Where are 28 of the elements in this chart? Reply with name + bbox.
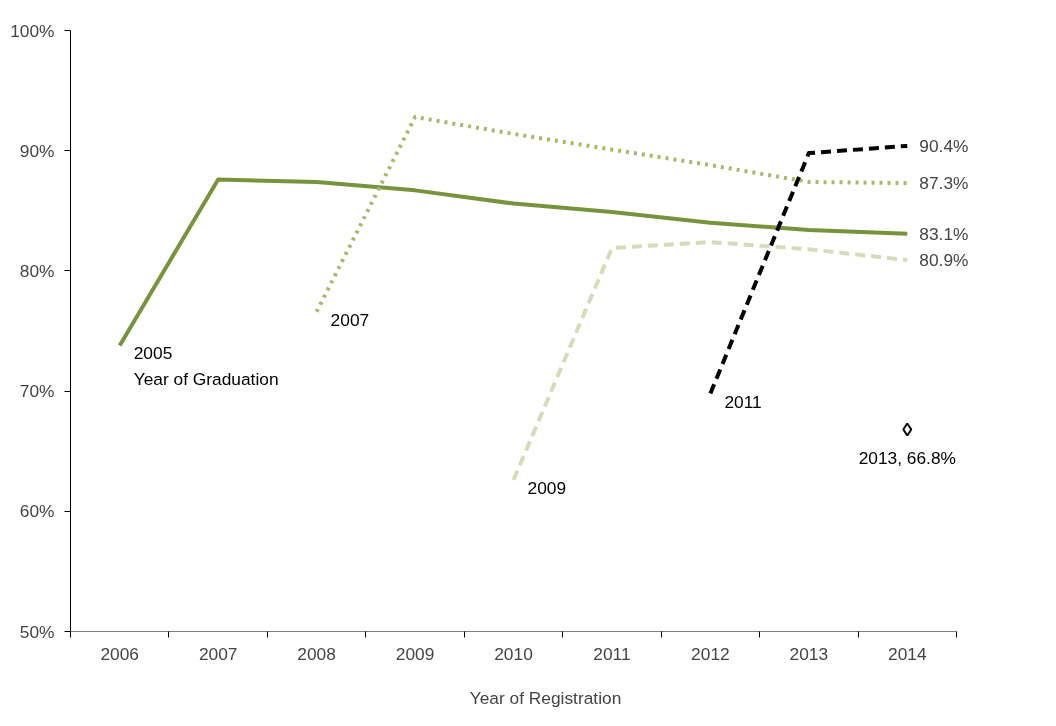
x-tick-label: 2013: [789, 643, 829, 664]
y-tick-label: 60%: [19, 501, 55, 522]
annotation: Year of Graduation: [133, 369, 279, 390]
series-label: 2005: [133, 343, 173, 364]
line-series: [117, 177, 910, 348]
y-tick-label: 100%: [10, 20, 55, 41]
x-tick-label: 2012: [691, 643, 730, 664]
y-tick-label: 50%: [19, 621, 55, 642]
x-tick-label: 2011: [593, 643, 631, 664]
series-label: 2009: [527, 478, 567, 499]
x-tick-label: 2010: [494, 643, 533, 664]
x-tick-label: 2008: [297, 643, 336, 664]
y-tick-label: 80%: [19, 260, 55, 281]
data-label: 90.4%: [919, 135, 969, 156]
series-label: 2011: [724, 391, 762, 412]
annotation: 2013, 66.8%: [858, 447, 956, 468]
x-tick-label: 2006: [100, 643, 140, 664]
x-tick-label: 2009: [395, 643, 435, 664]
line-series: [314, 115, 910, 314]
x-axis-title: Year of Registration: [469, 687, 622, 708]
data-label: 83.1%: [919, 223, 969, 244]
y-tick-label: 90%: [19, 140, 55, 161]
x-tick-label: 2007: [198, 643, 238, 664]
series-label: 2007: [330, 309, 370, 330]
y-tick-label: 70%: [19, 381, 55, 402]
data-label: 87.3%: [919, 173, 969, 194]
data-label: 80.9%: [919, 250, 969, 271]
x-tick-label: 2014: [888, 643, 927, 664]
